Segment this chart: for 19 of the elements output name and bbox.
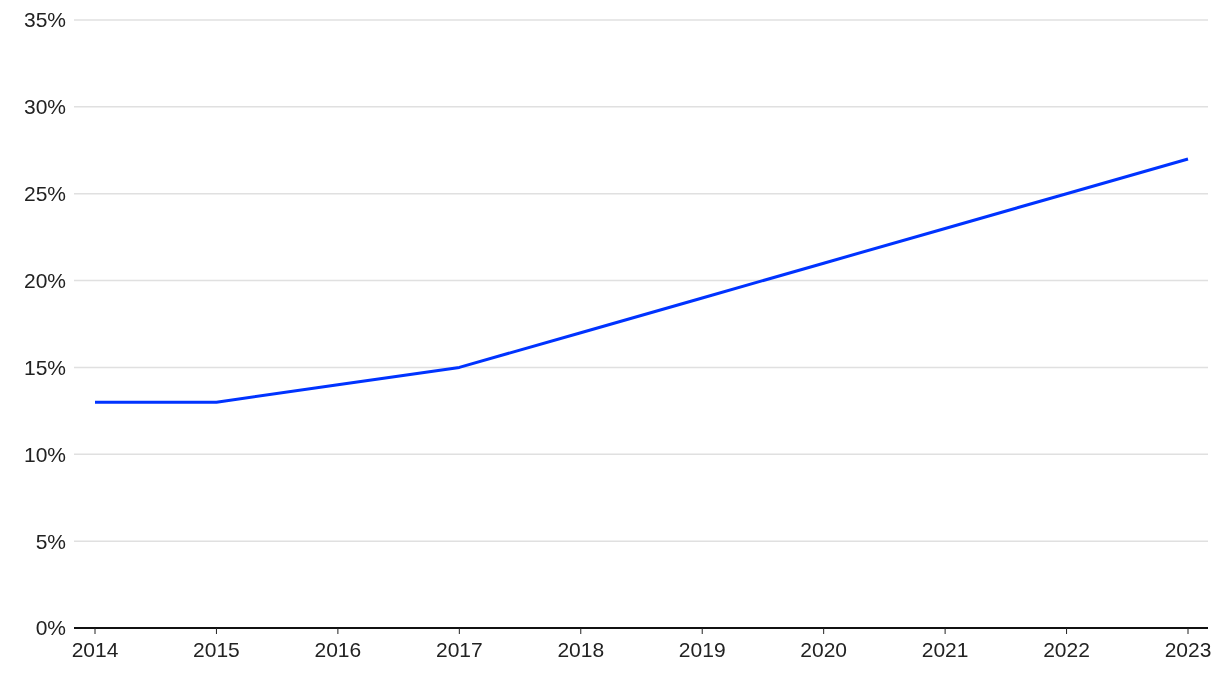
x-tick-label: 2019 bbox=[678, 637, 726, 661]
line-series bbox=[93, 157, 1190, 404]
x-tick-label: 2021 bbox=[921, 637, 969, 661]
y-tick-label: 30% bbox=[23, 95, 66, 119]
y-tick-label: 5% bbox=[35, 529, 66, 553]
x-tick-label: 2020 bbox=[800, 637, 848, 661]
y-tick-label: 25% bbox=[23, 182, 66, 206]
y-tick-label: 20% bbox=[23, 269, 66, 293]
y-tick-label: 35% bbox=[23, 8, 66, 32]
y-tick-label: 10% bbox=[23, 442, 66, 466]
x-tick-label: 2016 bbox=[314, 637, 362, 661]
x-tick-label: 2022 bbox=[1043, 637, 1090, 661]
x-tick-label: 2023 bbox=[1164, 637, 1212, 661]
x-tick-label: 2015 bbox=[193, 637, 240, 661]
x-tick-label: 2014 bbox=[71, 637, 119, 661]
y-tick-label: 15% bbox=[23, 355, 66, 379]
x-tick-label: 2018 bbox=[557, 637, 605, 661]
y-tick-label: 0% bbox=[35, 616, 66, 640]
x-tick-label: 2017 bbox=[435, 637, 483, 661]
